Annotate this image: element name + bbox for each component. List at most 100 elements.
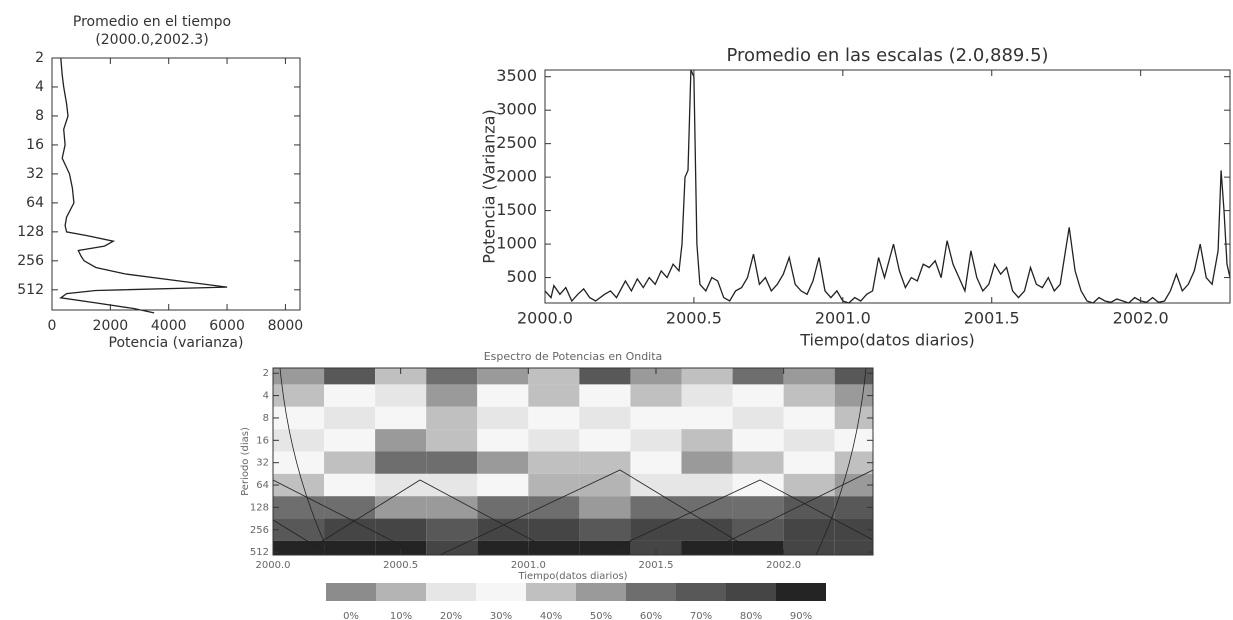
heatmap-cell xyxy=(732,518,784,541)
heatmap-cell xyxy=(834,451,873,474)
colorbar-label: 0% xyxy=(343,611,359,620)
colorbar-label: 60% xyxy=(640,611,662,620)
heatmap-cell xyxy=(783,451,835,474)
y-tick-label: 128 xyxy=(17,224,44,240)
heatmap-cell xyxy=(834,540,873,555)
x-tick-label: 2000.5 xyxy=(383,560,418,571)
heatmap-cell xyxy=(681,451,733,474)
heatmap-cell xyxy=(732,368,784,385)
x-tick-label: 2000.0 xyxy=(256,560,291,571)
heatmap-cell xyxy=(273,518,325,541)
colorbar-swatch xyxy=(326,583,376,601)
heatmap-cell xyxy=(375,451,427,474)
heatmap-cell xyxy=(834,496,873,519)
y-tick-label: 16 xyxy=(256,435,269,446)
y-tick-label: 64 xyxy=(26,195,44,211)
x-tick-label: 2001.5 xyxy=(638,560,673,571)
y-axis-label: Periodo (dias) xyxy=(240,427,251,496)
heatmap-cell xyxy=(732,451,784,474)
heatmap-cell xyxy=(579,429,631,452)
x-tick-label: 4000 xyxy=(151,318,187,334)
heatmap-cell xyxy=(426,451,478,474)
y-tick-label: 4 xyxy=(35,79,44,95)
x-tick-label: 2001.5 xyxy=(964,309,1020,328)
x-tick-label: 2000.5 xyxy=(666,309,722,328)
heatmap-cell xyxy=(273,406,325,430)
heatmap-cell xyxy=(324,406,376,430)
y-tick-label: 500 xyxy=(506,267,537,286)
y-tick-label: 1500 xyxy=(496,200,537,219)
heatmap-cell xyxy=(324,429,376,452)
heatmap-cell xyxy=(783,406,835,430)
heatmap-cell xyxy=(273,473,325,497)
plot-frame xyxy=(544,69,1231,304)
heatmap-cells xyxy=(273,368,873,555)
heatmap-cell xyxy=(579,518,631,541)
heatmap-cell xyxy=(528,384,580,407)
x-tick-label: 2002.0 xyxy=(1113,309,1169,328)
heatmap-cell xyxy=(732,473,784,497)
colorbar-swatch xyxy=(576,583,626,601)
heatmap-cell xyxy=(783,473,835,497)
x-axis-label: Potencia (varianza) xyxy=(109,335,244,351)
chart-title: Promedio en las escalas (2.0,889.5) xyxy=(726,45,1048,66)
cone-of-influence xyxy=(273,368,873,555)
heatmap-cell xyxy=(528,406,580,430)
y-tick-label: 4 xyxy=(263,391,269,402)
heatmap-cell xyxy=(477,368,529,385)
heatmap-cell xyxy=(630,518,682,541)
heatmap-cell xyxy=(528,473,580,497)
heatmap-cell xyxy=(426,406,478,430)
x-tick-label: 2001.0 xyxy=(511,560,546,571)
y-tick-label: 8 xyxy=(263,413,269,424)
heatmap-cell xyxy=(834,406,873,430)
heatmap-cell xyxy=(579,384,631,407)
heatmap-cell xyxy=(273,429,325,452)
heatmap-cell xyxy=(324,473,376,497)
y-tick-label: 512 xyxy=(17,282,44,298)
chart-title: Promedio en el tiempo xyxy=(73,14,231,30)
colorbar-label: 30% xyxy=(490,611,512,620)
heatmap-cell xyxy=(477,429,529,452)
heatmap-cell xyxy=(630,384,682,407)
colorbar-swatch xyxy=(776,583,826,601)
heatmap-cell xyxy=(273,384,325,407)
heatmap-cell xyxy=(783,540,835,555)
heatmap-cell xyxy=(579,496,631,519)
heatmap-cell xyxy=(426,496,478,519)
colorbar-label: 20% xyxy=(440,611,462,620)
data-line xyxy=(544,69,1231,304)
heatmap-cell xyxy=(681,496,733,519)
heatmap-cell xyxy=(630,473,682,497)
heatmap-cell xyxy=(630,451,682,474)
heatmap-cell xyxy=(528,518,580,541)
heatmap-cell xyxy=(681,406,733,430)
y-tick-label: 128 xyxy=(250,502,269,513)
y-tick-label: 16 xyxy=(26,137,44,153)
x-tick-label: 8000 xyxy=(268,318,304,334)
heatmap-cell xyxy=(375,473,427,497)
x-tick-label: 2000.0 xyxy=(517,309,573,328)
heatmap-cell xyxy=(324,451,376,474)
heatmap-cell xyxy=(579,368,631,385)
x-axis-label: Tiempo(datos diarios) xyxy=(799,331,975,350)
heatmap-cell xyxy=(477,406,529,430)
heatmap-cell xyxy=(426,384,478,407)
heatmap-cell xyxy=(630,496,682,519)
heatmap-cell xyxy=(732,429,784,452)
colorbar-swatch xyxy=(476,583,526,601)
heatmap-cell xyxy=(783,384,835,407)
heatmap-cell xyxy=(324,496,376,519)
data-line xyxy=(59,57,228,314)
heatmap-cell xyxy=(273,496,325,519)
heatmap-cell xyxy=(477,540,529,555)
y-tick-label: 3500 xyxy=(496,66,537,85)
heatmap-cell xyxy=(273,451,325,474)
y-tick-label: 2000 xyxy=(496,167,537,186)
heatmap-cell xyxy=(324,540,376,555)
heatmap-cell xyxy=(630,429,682,452)
heatmap-cell xyxy=(630,406,682,430)
colorbar-label: 70% xyxy=(690,611,712,620)
heatmap-cell xyxy=(375,384,427,407)
